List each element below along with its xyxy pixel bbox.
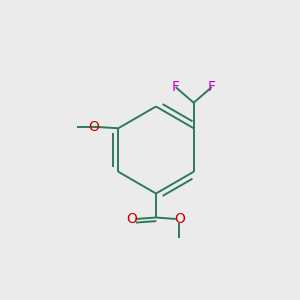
Text: O: O [174,212,185,226]
Text: O: O [127,212,137,226]
Text: F: F [208,80,216,94]
Text: O: O [88,120,99,134]
Text: F: F [172,80,180,94]
